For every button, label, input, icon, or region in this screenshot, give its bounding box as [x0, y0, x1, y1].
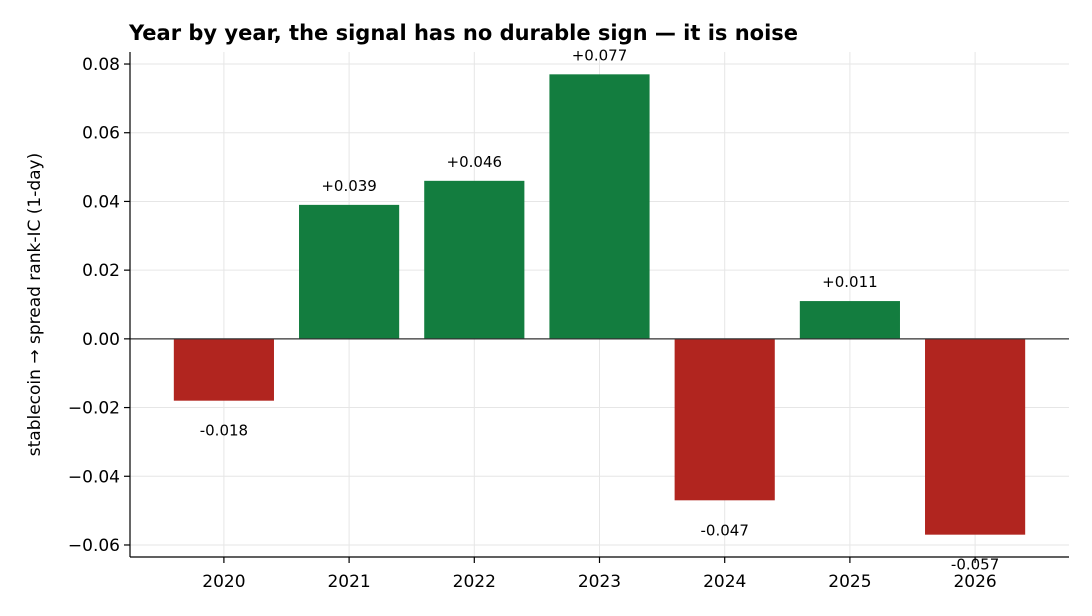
data-label-2025: +0.011 — [822, 273, 878, 291]
x-tick-label-2025: 2025 — [828, 572, 871, 592]
data-label-2023: +0.077 — [572, 46, 628, 64]
bar-2021 — [299, 204, 400, 339]
bar-2020 — [173, 338, 274, 401]
x-tick-label-2024: 2024 — [703, 572, 746, 592]
data-labels: -0.018 +0.039 +0.046 +0.077 -0.047 +0.011 -0.0… — [200, 46, 1000, 573]
bar-2023 — [549, 74, 650, 339]
data-label-2020: -0.018 — [200, 422, 248, 440]
x-tick-label-2023: 2023 — [578, 572, 621, 592]
y-tick-label: 0.00 — [82, 330, 120, 350]
y-tick-label: 0.04 — [82, 192, 120, 212]
bar-2026 — [925, 338, 1026, 535]
axes: −0.06 −0.04 −0.02 0.00 0.02 0.04 0.06 0.08 2020 2… — [68, 52, 1069, 592]
x-tick-label-2021: 2021 — [327, 572, 370, 592]
y-tick-label: 0.08 — [82, 55, 120, 75]
x-tick-label-2020: 2020 — [202, 572, 245, 592]
y-tick-label: 0.02 — [82, 261, 120, 281]
data-label-2024: -0.047 — [701, 521, 749, 539]
data-label-2022: +0.046 — [447, 153, 503, 171]
data-label-2021: +0.039 — [321, 177, 377, 195]
bars — [173, 74, 1026, 535]
y-tick-label: −0.06 — [68, 536, 120, 556]
bar-2025 — [799, 301, 900, 339]
y-axis-label: stablecoin → spread rank-IC (1-day) — [25, 153, 45, 456]
x-tick-label-2022: 2022 — [453, 572, 496, 592]
y-tick-label: −0.04 — [68, 467, 120, 487]
bar-2022 — [424, 180, 525, 339]
y-tick-label: −0.02 — [68, 399, 120, 419]
chart-title: Year by year, the signal has no durable … — [128, 21, 798, 45]
x-tick-label-2026: 2026 — [953, 572, 996, 592]
data-label-2026: -0.057 — [951, 556, 999, 574]
y-tick-label: 0.06 — [82, 124, 120, 144]
bar-2024 — [674, 338, 775, 501]
